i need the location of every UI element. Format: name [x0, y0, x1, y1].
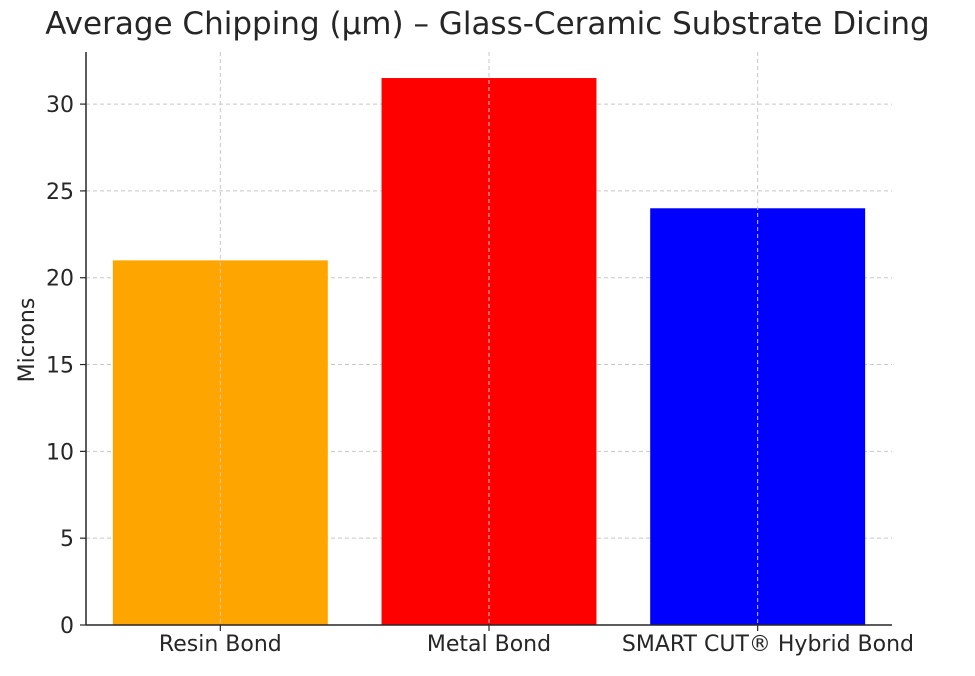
x-grid-lines — [219, 52, 759, 625]
y-tick-label: 5 — [60, 527, 74, 552]
x-tick-label: Resin Bond — [159, 632, 282, 657]
chart-title: Average Chipping (µm) – Glass-Ceramic Su… — [45, 6, 930, 42]
x-tick-label: SMART CUT® Hybrid Bond — [622, 632, 914, 657]
y-tick-label: 0 — [60, 614, 74, 639]
y-tick-label: 10 — [46, 440, 74, 465]
x-tick-labels: Resin Bond Metal Bond SMART CUT® Hybrid Bo… — [159, 632, 914, 657]
bar — [381, 78, 597, 625]
y-axis-label: Microns — [15, 298, 40, 383]
y-tick-label: 20 — [46, 267, 74, 292]
x-tick-label: Metal Bond — [427, 632, 551, 657]
y-tick-label: 15 — [46, 354, 74, 379]
y-tick-labels: 0 5 10 15 20 25 30 — [46, 93, 74, 639]
bars — [112, 78, 866, 626]
y-tick-label: 30 — [46, 93, 74, 118]
y-tick-label: 25 — [46, 180, 74, 205]
axes — [80, 52, 892, 631]
